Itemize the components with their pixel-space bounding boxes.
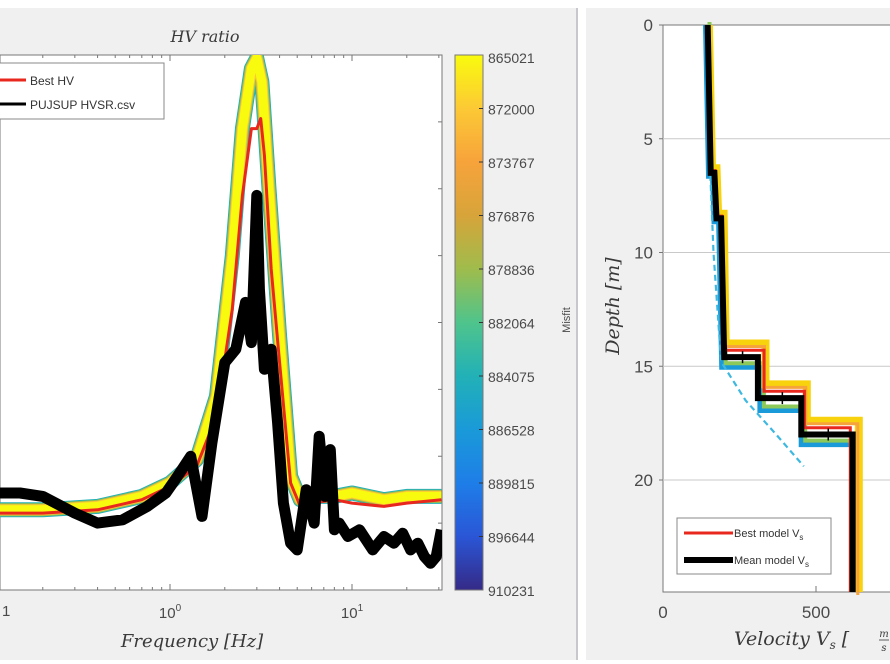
hv-x-ticks — [42, 55, 442, 590]
hv-x-tick-label-10: 101 — [341, 603, 364, 622]
vs-ensemble-yellow — [704, 25, 863, 592]
colorbar-tick-label: 896644 — [488, 530, 535, 546]
hv-series-group — [0, 55, 442, 569]
hv-x-axis-label: Frequency [Hz] — [120, 631, 264, 652]
hv-legend: Best HV PUJSUP HVSR.csv — [0, 62, 165, 120]
vs-y-tick-label: 20 — [634, 471, 653, 490]
svg-text:Velocity Vs [: Velocity Vs [ — [734, 628, 850, 652]
vs-legend-label-best: Best model Vs — [734, 528, 803, 542]
vs-y-tick-label: 10 — [634, 244, 653, 263]
colorbar-tick-label: 882064 — [488, 316, 535, 332]
vs-y-tick-label: 15 — [634, 357, 653, 376]
colorbar-tick-label: 889815 — [488, 476, 535, 492]
vs-x-axis-units-den: s — [881, 643, 886, 654]
vs-mean-model-line — [704, 25, 856, 592]
vs-x-axis-label: Velocity Vs [ m s — [734, 628, 889, 654]
vs-y-ticks: 0 5 10 15 20 — [634, 16, 663, 490]
vs-legend-box — [676, 517, 832, 575]
colorbar-tick-label: 910231 — [488, 583, 535, 599]
hv-legend-label-data: PUJSUP HVSR.csv — [30, 98, 135, 112]
hv-legend-box — [0, 62, 165, 120]
colorbar-label: Misfit — [561, 307, 573, 333]
vs-x-axis-units-num: m — [879, 629, 888, 640]
hv-legend-label-best: Best HV — [30, 74, 74, 88]
vs-x-tick-label-0: 0 — [658, 603, 667, 622]
vs-y-tick-label: 0 — [644, 16, 653, 35]
hv-measured-line — [0, 189, 442, 569]
vs-x-axis-label-text: Velocity V — [734, 628, 832, 650]
velocity-profile-chart: 0 5 10 15 20 Depth [m] 0 500 Velocity Vs [ m… — [602, 16, 890, 654]
colorbar-tick-label: 884075 — [488, 369, 535, 385]
colorbar-tick-label: 872000 — [488, 102, 535, 118]
colorbar-ticks: 865021 872000 873767 876876 878836 882064 8840… — [479, 50, 535, 599]
colorbar-tick-label: 878836 — [488, 262, 535, 278]
colorbar-tick-label: 873767 — [488, 155, 535, 171]
vs-y-tick-label: 5 — [644, 130, 653, 149]
hv-ratio-chart: HV ratio 1 100 101 Frequency [Hz] Best H… — [0, 27, 573, 652]
colorbar-tick-label: 865021 — [488, 50, 535, 66]
vs-y-axis-label: Depth [m] — [602, 257, 624, 356]
hv-x-tick-label-1: 100 — [159, 603, 182, 622]
vs-series-group — [703, 22, 863, 595]
hv-chart-title: HV ratio — [170, 27, 240, 46]
vs-x-tick-label-500: 500 — [802, 603, 830, 622]
misfit-colorbar — [454, 54, 484, 591]
vs-legend: Best model Vs Mean model Vs — [676, 517, 832, 575]
vs-legend-label-mean: Mean model Vs — [734, 555, 809, 569]
vs-x-axis-label-sub: s — [830, 638, 836, 652]
colorbar-tick-label: 886528 — [488, 423, 535, 439]
hv-x-tick-label-0.1: 1 — [2, 603, 10, 620]
colorbar-tick-label: 876876 — [488, 209, 535, 225]
hv-envelope-line-3 — [0, 55, 442, 515]
